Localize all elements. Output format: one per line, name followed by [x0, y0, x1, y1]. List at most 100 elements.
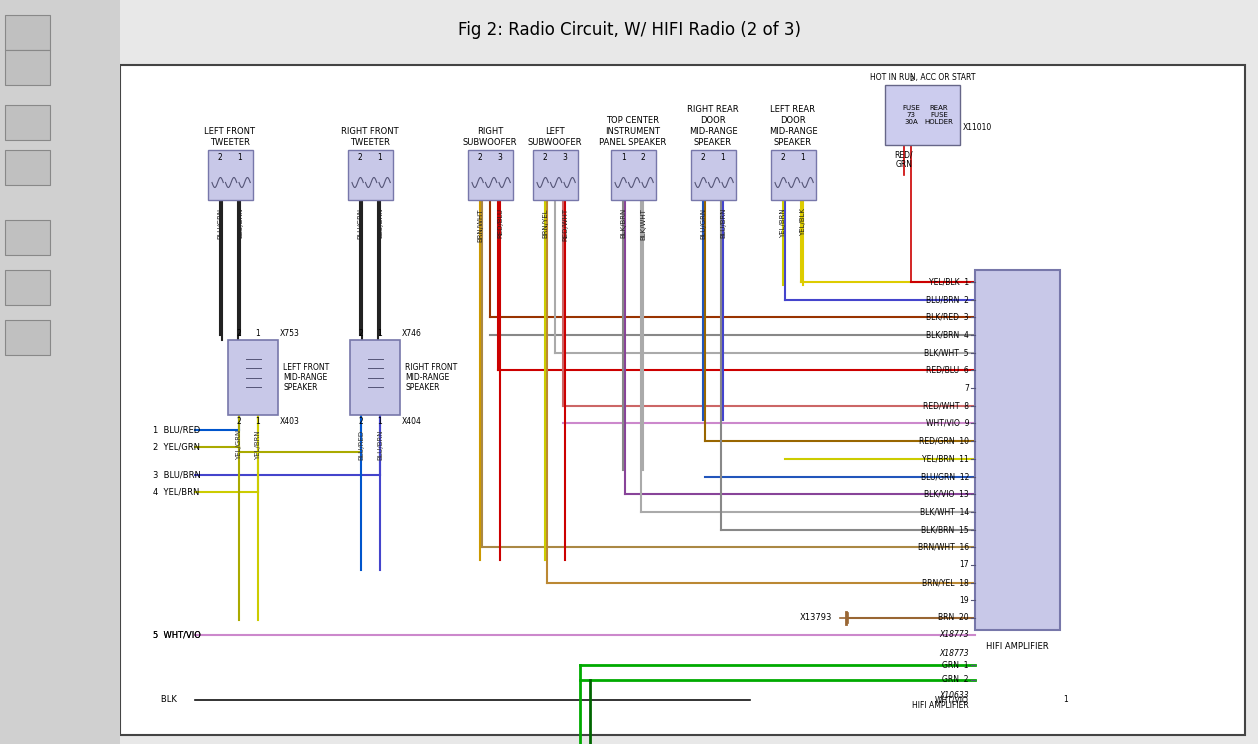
- Text: 2: 2: [781, 153, 785, 162]
- Text: 2: 2: [910, 76, 913, 82]
- Text: RIGHT FRONT
MID-RANGE
SPEAKER: RIGHT FRONT MID-RANGE SPEAKER: [405, 362, 457, 392]
- Text: 1: 1: [377, 153, 382, 162]
- Bar: [770, 150, 815, 200]
- Text: BLK/BRN  4: BLK/BRN 4: [926, 330, 969, 339]
- Bar: [347, 150, 392, 200]
- Text: RIGHT FRONT
TWEETER: RIGHT FRONT TWEETER: [341, 127, 399, 147]
- Text: 7: 7: [964, 384, 969, 393]
- Text: 1: 1: [800, 153, 805, 162]
- Bar: [5, 150, 50, 185]
- Text: HIFI AMPLIFIER: HIFI AMPLIFIER: [912, 701, 969, 710]
- Text: WHT/VIO  9: WHT/VIO 9: [926, 419, 969, 428]
- Text: WHT/VIO: WHT/VIO: [935, 696, 969, 705]
- Text: RED/WHT  8: RED/WHT 8: [923, 401, 969, 410]
- Text: LEFT REAR
DOOR
MID-RANGE
SPEAKER: LEFT REAR DOOR MID-RANGE SPEAKER: [769, 105, 818, 147]
- Text: X753: X753: [281, 329, 299, 338]
- Text: Fig 2: Radio Circuit, W/ HIFI Radio (2 of 3): Fig 2: Radio Circuit, W/ HIFI Radio (2 o…: [458, 21, 800, 39]
- Text: BLU/BRN: BLU/BRN: [720, 208, 726, 239]
- Bar: [5, 220, 50, 255]
- Text: 2  YEL/GRN: 2 YEL/GRN: [153, 443, 200, 452]
- Text: 2: 2: [701, 153, 706, 162]
- Text: REAR
FUSE
HOLDER: REAR FUSE HOLDER: [925, 105, 954, 125]
- Text: BLK: BLK: [153, 696, 177, 705]
- Text: BRN/YEL: BRN/YEL: [542, 208, 548, 237]
- Bar: [120, 65, 1245, 735]
- Text: BLK/RED  3: BLK/RED 3: [926, 313, 969, 322]
- Bar: [975, 270, 1060, 630]
- Text: BLU/GRN: BLU/GRN: [357, 208, 364, 239]
- Bar: [228, 340, 278, 415]
- Bar: [468, 150, 512, 200]
- Text: 19: 19: [960, 596, 969, 605]
- Text: YEL/BRN  11: YEL/BRN 11: [922, 455, 969, 464]
- Text: BLU/RED: BLU/RED: [359, 430, 364, 460]
- Text: BLU/GRN: BLU/GRN: [218, 208, 223, 239]
- Text: 2: 2: [357, 153, 362, 162]
- Text: BRN/YEL  18: BRN/YEL 18: [922, 578, 969, 587]
- Text: RED/
GRN: RED/ GRN: [894, 150, 913, 170]
- Text: 1: 1: [255, 417, 260, 426]
- Text: RIGHT REAR
DOOR
MID-RANGE
SPEAKER: RIGHT REAR DOOR MID-RANGE SPEAKER: [687, 105, 738, 147]
- Text: X404: X404: [403, 417, 421, 426]
- Text: GRN  1: GRN 1: [942, 661, 969, 670]
- Bar: [5, 15, 50, 50]
- Bar: [532, 150, 577, 200]
- Text: X746: X746: [403, 329, 421, 338]
- Text: GRN  2: GRN 2: [942, 676, 969, 684]
- Text: BRN/WHT: BRN/WHT: [477, 208, 483, 242]
- Text: X403: X403: [281, 417, 299, 426]
- Bar: [208, 150, 253, 200]
- Text: YEL/GRN: YEL/GRN: [237, 430, 242, 461]
- Bar: [5, 270, 50, 305]
- Text: 17: 17: [960, 560, 969, 569]
- Text: X13793: X13793: [800, 614, 832, 623]
- Text: 1: 1: [721, 153, 726, 162]
- Text: 3  BLU/BRN: 3 BLU/BRN: [153, 470, 201, 479]
- Text: BLK/BRN: BLK/BRN: [620, 208, 626, 238]
- Text: BLU/BRN: BLU/BRN: [377, 208, 382, 239]
- Text: YEL/BRN: YEL/BRN: [255, 430, 260, 460]
- Text: 2: 2: [640, 153, 645, 162]
- Text: YEL/BLK: YEL/BLK: [800, 208, 806, 236]
- Text: BLK/VIO  13: BLK/VIO 13: [925, 490, 969, 498]
- Text: 5  WHT/VIO: 5 WHT/VIO: [153, 630, 201, 640]
- Text: BLU/BRN: BLU/BRN: [377, 430, 382, 461]
- Text: 2: 2: [218, 153, 223, 162]
- Text: 1: 1: [238, 153, 243, 162]
- Text: X11010: X11010: [964, 123, 993, 132]
- Text: 1: 1: [620, 153, 625, 162]
- Text: 1: 1: [377, 329, 382, 338]
- Text: BRN  20: BRN 20: [938, 614, 969, 623]
- Bar: [5, 50, 50, 85]
- Text: BLK/WHT: BLK/WHT: [640, 208, 645, 240]
- Text: RED/BLU  6: RED/BLU 6: [926, 366, 969, 375]
- Bar: [5, 105, 50, 140]
- Bar: [884, 85, 960, 145]
- Bar: [350, 340, 400, 415]
- Text: BLU/BRN  2: BLU/BRN 2: [926, 295, 969, 304]
- Text: BLU/GRN  12: BLU/GRN 12: [921, 472, 969, 481]
- Text: BLK/BRN  15: BLK/BRN 15: [921, 525, 969, 534]
- Text: 2: 2: [359, 329, 364, 338]
- Text: RED/BLU: RED/BLU: [497, 208, 503, 238]
- Text: X18773: X18773: [940, 649, 969, 658]
- Text: BLU/BRN: BLU/BRN: [237, 208, 243, 239]
- Text: BLU/GRN: BLU/GRN: [701, 208, 706, 239]
- Bar: [610, 150, 655, 200]
- Text: 1  BLU/RED: 1 BLU/RED: [153, 426, 200, 434]
- Text: X10633: X10633: [940, 690, 969, 699]
- Text: YEL/BLK  1: YEL/BLK 1: [928, 278, 969, 286]
- Text: 3: 3: [497, 153, 502, 162]
- Text: RED/GRN  10: RED/GRN 10: [920, 437, 969, 446]
- Text: FUSE
73
30A: FUSE 73 30A: [902, 105, 920, 125]
- Text: BLK/WHT  5: BLK/WHT 5: [925, 348, 969, 357]
- Text: 2: 2: [542, 153, 547, 162]
- Text: 5  WHT/VIO: 5 WHT/VIO: [153, 630, 201, 640]
- Text: 1: 1: [377, 417, 382, 426]
- Text: LEFT FRONT
MID-RANGE
SPEAKER: LEFT FRONT MID-RANGE SPEAKER: [283, 362, 330, 392]
- Text: 2: 2: [237, 417, 242, 426]
- Bar: [691, 150, 736, 200]
- Text: TOP CENTER
INSTRUMENT
PANEL SPEAKER: TOP CENTER INSTRUMENT PANEL SPEAKER: [599, 116, 667, 147]
- Text: 1: 1: [1063, 696, 1068, 705]
- Text: HOT IN RUN, ACC OR START: HOT IN RUN, ACC OR START: [869, 73, 975, 82]
